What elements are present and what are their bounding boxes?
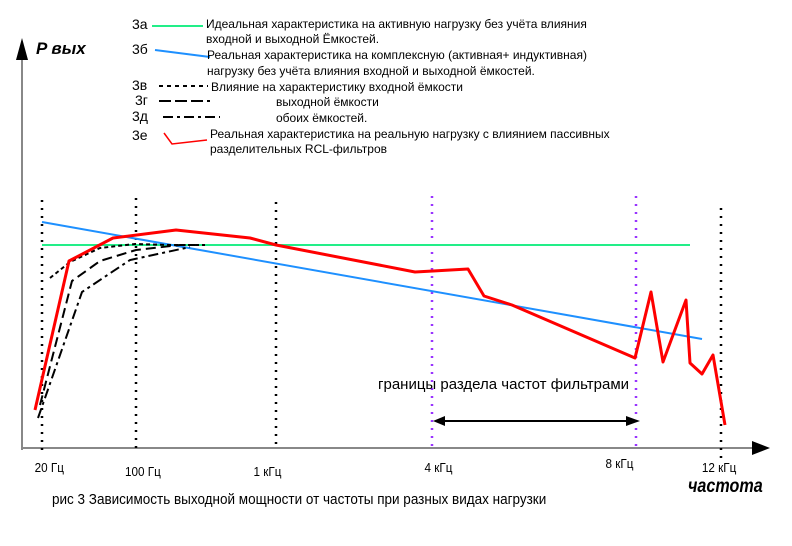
boundary-arrow-right-head (626, 416, 640, 426)
legend-text-3g: выходной ёмкости (276, 95, 379, 109)
x-tick-4khz: 4 кГц (424, 460, 453, 475)
legend-code-3g: 3г (135, 92, 148, 108)
x-axis-arrow (752, 441, 770, 455)
legend-code-3a: 3а (132, 16, 148, 32)
legend-code-3e: 3е (132, 127, 148, 143)
legend-text-3v: Влияние на характеристику входной ёмкост… (211, 80, 463, 94)
x-tick-12khz: 12 кГц (701, 460, 737, 475)
boundary-label: границы раздела частот фильтрами (378, 376, 630, 393)
legend-code-3v: 3в (132, 77, 148, 93)
x-tick-8khz: 8 кГц (605, 456, 634, 471)
legend-text-3b-2: нагрузку без учёта влияния входной и вых… (207, 64, 535, 78)
y-axis-arrow (16, 38, 28, 60)
legend-text-3d: обоих ёмкостей. (276, 111, 368, 125)
legend-swatch-3e (163, 132, 208, 145)
series-3v-line (49, 242, 205, 279)
legend-code-3d: 3д (132, 108, 148, 124)
series-3g-line (39, 244, 195, 406)
series-3d-line (37, 246, 191, 419)
legend-text-3a-2: входной и выходной Ёмкостей. (206, 32, 380, 46)
figure-caption: рис 3 Зависимость выходной мощности от ч… (52, 491, 547, 508)
legend-text-3a-1: Идеальная характеристика на активную наг… (206, 17, 587, 31)
legend-text-3e-1: Реальная характеристика на реальную нагр… (210, 127, 610, 141)
x-tick-1khz: 1 кГц (253, 464, 282, 479)
legend-text-3e-2: разделительных RCL-фильтров (210, 142, 388, 156)
legend-code-3b: 3б (132, 41, 148, 57)
series-3e-line (33, 228, 727, 426)
x-tick-20hz: 20 Гц (34, 460, 64, 475)
series-3b-line (41, 221, 703, 340)
y-axis-label: P вых (36, 39, 86, 58)
boundary-arrow-left-head (433, 416, 445, 426)
x-tick-100hz: 100 Гц (124, 464, 161, 479)
legend-text-3b-1: Реальная характеристика на комплексную (… (207, 48, 587, 62)
legend-swatch-3b (154, 49, 211, 58)
x-axis-label: частота (688, 476, 763, 497)
